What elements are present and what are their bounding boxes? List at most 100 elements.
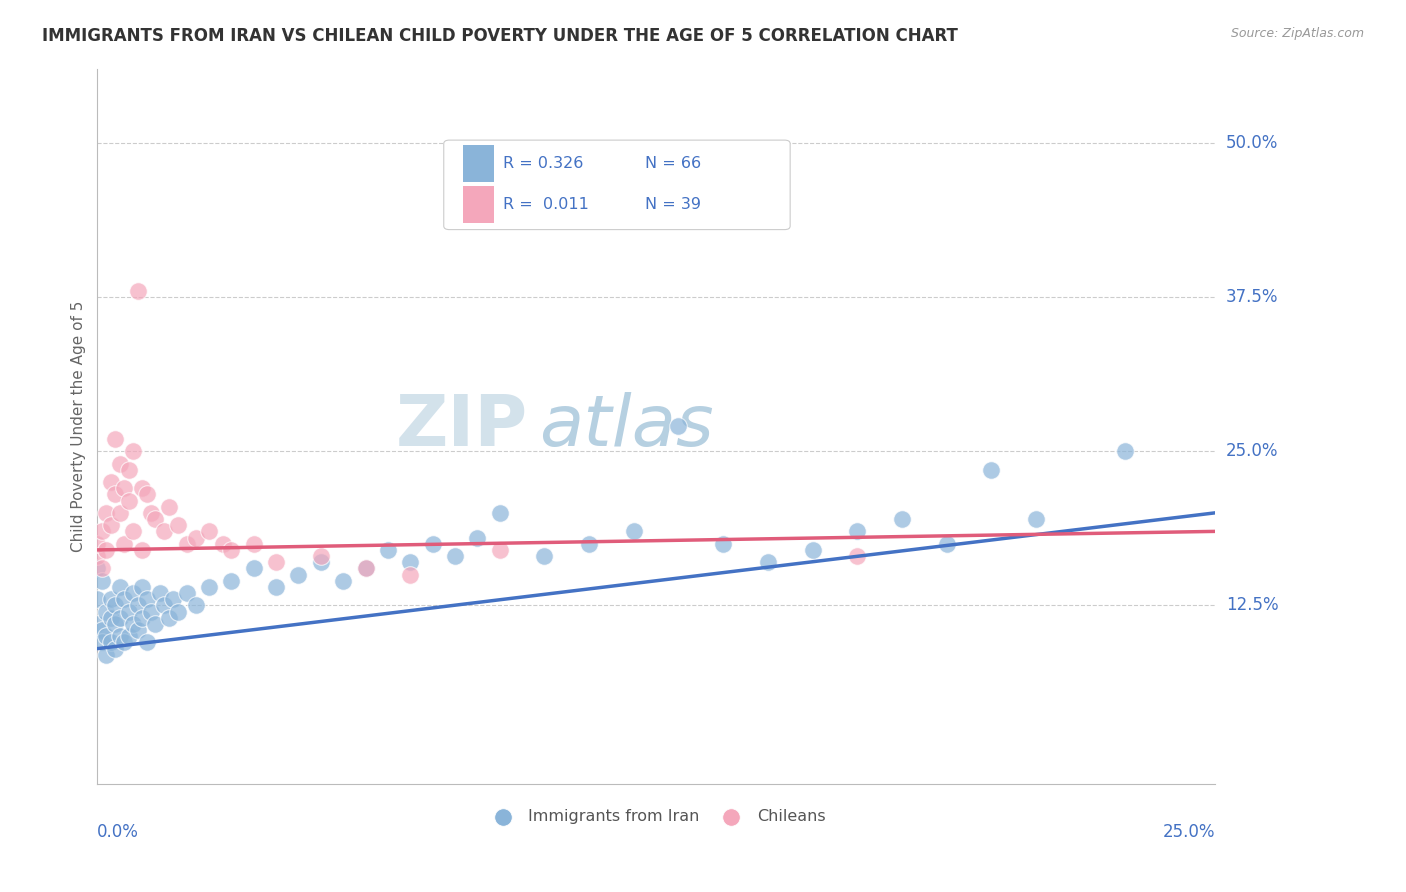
Point bbox=[166, 518, 188, 533]
Point bbox=[104, 599, 127, 613]
Point bbox=[1025, 512, 1047, 526]
Point bbox=[399, 555, 422, 569]
Point bbox=[221, 574, 243, 588]
Text: N = 66: N = 66 bbox=[645, 156, 702, 171]
Point bbox=[162, 592, 184, 607]
Point bbox=[166, 605, 188, 619]
Point bbox=[711, 537, 734, 551]
Point bbox=[354, 561, 377, 575]
Point bbox=[104, 432, 127, 446]
Point bbox=[399, 567, 422, 582]
Point bbox=[668, 419, 690, 434]
Point bbox=[117, 493, 139, 508]
Point bbox=[104, 641, 127, 656]
Point bbox=[422, 537, 444, 551]
Point bbox=[980, 463, 1002, 477]
Point bbox=[211, 537, 233, 551]
Point bbox=[184, 599, 207, 613]
Point bbox=[184, 531, 207, 545]
Point bbox=[108, 457, 131, 471]
Point bbox=[96, 648, 118, 662]
Point bbox=[243, 561, 266, 575]
Point bbox=[90, 623, 112, 637]
Point bbox=[198, 580, 221, 594]
Point bbox=[131, 580, 153, 594]
Point bbox=[488, 542, 510, 557]
Point bbox=[117, 605, 139, 619]
Point bbox=[488, 506, 510, 520]
Point bbox=[533, 549, 555, 563]
Text: ZIP: ZIP bbox=[395, 392, 527, 461]
Point bbox=[139, 605, 162, 619]
Point bbox=[108, 611, 131, 625]
Point bbox=[90, 561, 112, 575]
Point bbox=[623, 524, 645, 539]
Point bbox=[135, 487, 157, 501]
Point bbox=[122, 617, 145, 632]
Point bbox=[309, 549, 332, 563]
Point bbox=[90, 635, 112, 649]
Point bbox=[578, 537, 600, 551]
Point bbox=[935, 537, 957, 551]
Text: atlas: atlas bbox=[538, 392, 713, 461]
Point bbox=[86, 537, 108, 551]
Point bbox=[264, 555, 287, 569]
Point bbox=[153, 599, 176, 613]
Point bbox=[135, 635, 157, 649]
Point bbox=[332, 574, 354, 588]
Text: N = 39: N = 39 bbox=[645, 197, 702, 212]
Text: R = 0.326: R = 0.326 bbox=[503, 156, 583, 171]
Point bbox=[100, 475, 122, 489]
Point bbox=[108, 506, 131, 520]
Text: 25.0%: 25.0% bbox=[1226, 442, 1278, 460]
Point bbox=[176, 537, 198, 551]
Point bbox=[90, 574, 112, 588]
Point bbox=[86, 592, 108, 607]
Point bbox=[890, 512, 912, 526]
Point bbox=[145, 512, 167, 526]
Text: Source: ZipAtlas.com: Source: ZipAtlas.com bbox=[1230, 27, 1364, 40]
Point bbox=[104, 487, 127, 501]
Text: 25.0%: 25.0% bbox=[1163, 823, 1215, 841]
Point bbox=[96, 605, 118, 619]
Point bbox=[96, 542, 118, 557]
Point bbox=[127, 623, 149, 637]
Point bbox=[86, 549, 108, 563]
Text: IMMIGRANTS FROM IRAN VS CHILEAN CHILD POVERTY UNDER THE AGE OF 5 CORRELATION CHA: IMMIGRANTS FROM IRAN VS CHILEAN CHILD PO… bbox=[42, 27, 957, 45]
Point bbox=[117, 629, 139, 643]
Point bbox=[117, 463, 139, 477]
Point bbox=[221, 542, 243, 557]
Point bbox=[135, 592, 157, 607]
FancyBboxPatch shape bbox=[463, 186, 494, 223]
Point bbox=[287, 567, 309, 582]
Point bbox=[122, 524, 145, 539]
Point bbox=[86, 561, 108, 575]
Point bbox=[100, 592, 122, 607]
Point bbox=[108, 629, 131, 643]
Point bbox=[139, 506, 162, 520]
Point bbox=[112, 481, 135, 495]
Point bbox=[444, 549, 467, 563]
Point bbox=[309, 555, 332, 569]
Point bbox=[149, 586, 172, 600]
Point bbox=[465, 531, 488, 545]
Text: 12.5%: 12.5% bbox=[1226, 597, 1278, 615]
Point bbox=[1114, 444, 1136, 458]
Point bbox=[153, 524, 176, 539]
Point bbox=[145, 617, 167, 632]
Text: 0.0%: 0.0% bbox=[97, 823, 139, 841]
Point bbox=[112, 537, 135, 551]
Point bbox=[198, 524, 221, 539]
Point bbox=[801, 542, 824, 557]
Point bbox=[96, 629, 118, 643]
Point bbox=[100, 518, 122, 533]
Point bbox=[122, 444, 145, 458]
Point bbox=[127, 284, 149, 298]
Point bbox=[100, 635, 122, 649]
Text: R =  0.011: R = 0.011 bbox=[503, 197, 589, 212]
Point bbox=[122, 586, 145, 600]
Point bbox=[108, 580, 131, 594]
Point bbox=[157, 611, 180, 625]
Point bbox=[96, 506, 118, 520]
Point bbox=[104, 617, 127, 632]
